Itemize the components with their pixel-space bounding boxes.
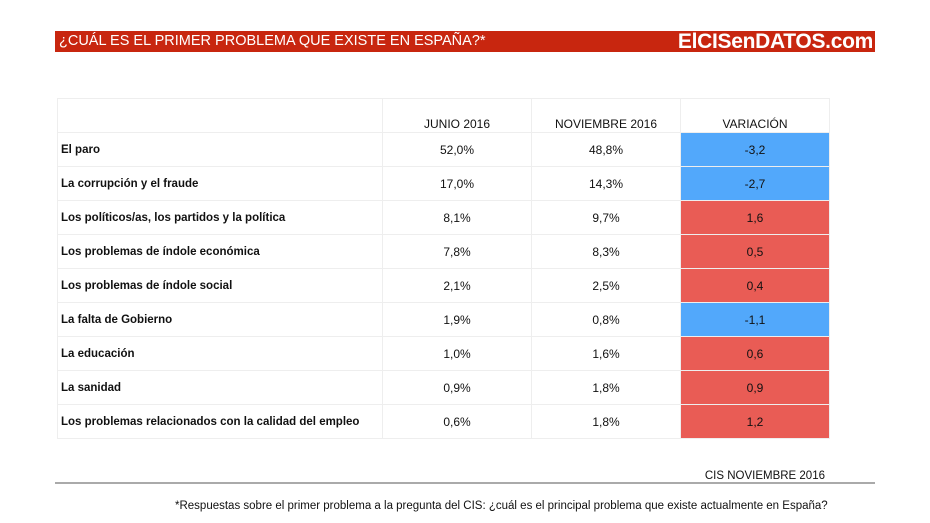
- cell-variacion: 1,6: [680, 200, 830, 235]
- data-table: JUNIO 2016 NOVIEMBRE 2016 VARIACIÓN El p…: [57, 98, 830, 439]
- cell-junio: 0,6%: [382, 404, 532, 439]
- table-row: El paro 52,0% 48,8% -3,2: [57, 132, 830, 167]
- column-header: JUNIO 2016: [382, 98, 532, 133]
- cell-variacion: 0,4: [680, 268, 830, 303]
- cell-noviembre: 1,6%: [531, 336, 681, 371]
- cell-noviembre: 0,8%: [531, 302, 681, 337]
- cell-noviembre: 1,8%: [531, 370, 681, 405]
- header-bar: ¿CUÁL ES EL PRIMER PROBLEMA QUE EXISTE E…: [55, 30, 875, 53]
- cell-junio: 52,0%: [382, 132, 532, 167]
- cell-variacion: 0,6: [680, 336, 830, 371]
- column-header: NOVIEMBRE 2016: [531, 98, 681, 133]
- table-row: La sanidad 0,9% 1,8% 0,9: [57, 370, 830, 405]
- cell-junio: 7,8%: [382, 234, 532, 269]
- table-row: Los problemas relacionados con la calida…: [57, 404, 830, 439]
- cell-variacion: 1,2: [680, 404, 830, 439]
- source-label: CIS NOVIEMBRE 2016: [704, 470, 825, 482]
- row-label: La sanidad: [57, 370, 383, 405]
- row-label: Los problemas relacionados con la calida…: [57, 404, 383, 439]
- cell-junio: 1,0%: [382, 336, 532, 371]
- page-title: ¿CUÁL ES EL PRIMER PROBLEMA QUE EXISTE E…: [59, 33, 486, 49]
- column-header: [57, 98, 383, 133]
- row-label: Los problemas de índole social: [57, 268, 383, 303]
- cell-noviembre: 2,5%: [531, 268, 681, 303]
- table-row: Los problemas de índole social 2,1% 2,5% 0,…: [57, 268, 830, 303]
- brand-logo: ElCISenDATOS.com: [677, 30, 873, 53]
- cell-variacion: -3,2: [680, 132, 830, 167]
- row-label: El paro: [57, 132, 383, 167]
- cell-variacion: 0,9: [680, 370, 830, 405]
- table-row: La educación 1,0% 1,6% 0,6: [57, 336, 830, 371]
- row-label: Los políticos/as, los partidos y la polí…: [57, 200, 383, 235]
- cell-variacion: -1,1: [680, 302, 830, 337]
- column-header: VARIACIÓN: [680, 98, 830, 133]
- table-row: La falta de Gobierno 1,9% 0,8% -1,1: [57, 302, 830, 337]
- cell-junio: 2,1%: [382, 268, 532, 303]
- cell-noviembre: 9,7%: [531, 200, 681, 235]
- cell-junio: 8,1%: [382, 200, 532, 235]
- cell-noviembre: 14,3%: [531, 166, 681, 201]
- row-label: La educación: [57, 336, 383, 371]
- footnote: *Respuestas sobre el primer problema a l…: [175, 500, 828, 512]
- table-row: Los políticos/as, los partidos y la polí…: [57, 200, 830, 235]
- cell-noviembre: 1,8%: [531, 404, 681, 439]
- cell-junio: 0,9%: [382, 370, 532, 405]
- cell-variacion: -2,7: [680, 166, 830, 201]
- table-header-row: JUNIO 2016 NOVIEMBRE 2016 VARIACIÓN: [57, 98, 830, 133]
- cell-junio: 17,0%: [382, 166, 532, 201]
- cell-noviembre: 48,8%: [531, 132, 681, 167]
- table-row: La corrupción y el fraude 17,0% 14,3% -2,7: [57, 166, 830, 201]
- row-label: La corrupción y el fraude: [57, 166, 383, 201]
- divider: [55, 482, 875, 484]
- cell-junio: 1,9%: [382, 302, 532, 337]
- cell-variacion: 0,5: [680, 234, 830, 269]
- row-label: Los problemas de índole económica: [57, 234, 383, 269]
- cell-noviembre: 8,3%: [531, 234, 681, 269]
- row-label: La falta de Gobierno: [57, 302, 383, 337]
- table-row: Los problemas de índole económica 7,8% 8,3…: [57, 234, 830, 269]
